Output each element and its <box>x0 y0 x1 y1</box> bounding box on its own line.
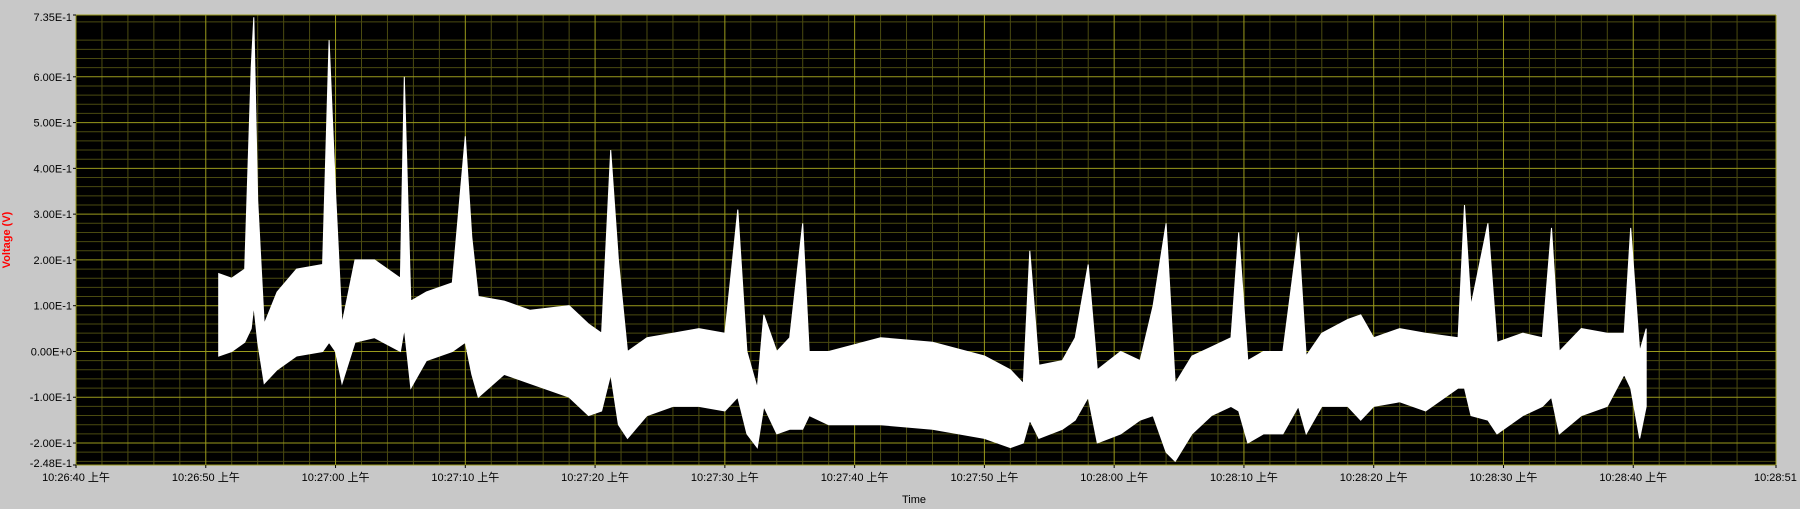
x-axis-ticks: 10:26:40 上午 10:26:50 上午 10:27:00 上午 10:27:1… <box>42 465 1800 484</box>
x-tick-label: 10:28:00 上午 <box>1080 471 1148 484</box>
voltage-trace <box>218 17 1647 463</box>
x-tick-label: 10:26:40 上午 <box>42 471 110 484</box>
y-tick-label: -1.00E-1 <box>30 392 72 404</box>
y-tick-label: -2.48E-1 <box>30 458 72 470</box>
x-axis-label: Time <box>902 494 926 504</box>
x-tick-label: 10:28:10 上午 <box>1210 471 1278 484</box>
y-tick-label: 3.00E-1 <box>33 209 72 221</box>
x-tick-label: 10:27:30 上午 <box>691 471 759 484</box>
x-tick-label: 10:27:50 上午 <box>950 471 1018 484</box>
y-tick-label: 1.00E-1 <box>33 301 72 313</box>
y-tick-label: 6.00E-1 <box>33 72 72 84</box>
x-tick-label: 10:27:10 上午 <box>431 471 499 484</box>
y-tick-label: 0.00E+0 <box>31 346 72 358</box>
y-tick-label: 7.35E-1 <box>33 12 72 24</box>
y-axis-label: Voltage (V) <box>1 211 13 268</box>
y-tick-label: -2.00E-1 <box>30 438 72 450</box>
x-tick-label: 10:27:40 上午 <box>821 471 889 484</box>
y-tick-label: 5.00E-1 <box>33 118 72 130</box>
y-tick-label: 4.00E-1 <box>33 163 72 175</box>
x-tick-label: 10:26:50 上午 <box>172 471 240 484</box>
x-tick-label: 10:27:00 上午 <box>302 471 370 484</box>
y-tick-label: 2.00E-1 <box>33 255 72 267</box>
y-axis-ticks: 7.35E-1 6.00E-1 5.00E-1 4.00E-1 3.00E-1 2.00E… <box>30 12 76 470</box>
x-tick-label: 10:28:20 上午 <box>1340 471 1408 484</box>
x-tick-label: 10:27:20 上午 <box>561 471 629 484</box>
x-tick-label: 10:28:51 上 <box>1754 471 1800 484</box>
x-tick-label: 10:28:30 上午 <box>1470 471 1538 484</box>
x-tick-label: 10:28:40 上午 <box>1599 471 1667 484</box>
